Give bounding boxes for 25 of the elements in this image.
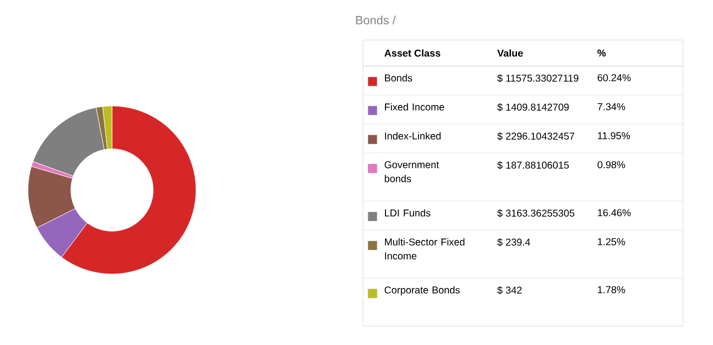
data-label: $ 239.4 <box>497 238 530 246</box>
text: 60.24% <box>598 74 631 82</box>
text: 7.34% <box>598 103 626 110</box>
legend-label: Fixed Income <box>385 103 444 111</box>
text: Value <box>497 49 523 57</box>
legend-label: Bonds <box>385 74 412 82</box>
legend-label: Corporate Bonds <box>384 286 460 296</box>
text: 11.95% <box>598 132 630 140</box>
text: % <box>597 49 606 56</box>
data-label: $ 2296.10432457 <box>497 132 574 140</box>
data-label: $ 11575.33027119 <box>497 74 578 82</box>
data-label: $ 187.88106015 <box>497 161 569 170</box>
legend-label: Multi-Sector Fixed Income <box>385 238 464 260</box>
data-label: $ 342 <box>497 286 522 294</box>
text: 0.98% <box>598 161 626 168</box>
text: 16.46% <box>598 209 631 216</box>
text: 1.78% <box>598 286 626 294</box>
legend-label: Index-Linked <box>385 132 441 140</box>
text: 1.25% <box>598 238 626 246</box>
chart-title: Bonds / <box>356 16 396 24</box>
legend-label: LDI Funds <box>385 209 430 217</box>
legend-title: Asset Class <box>384 49 440 57</box>
data-label: $ 1409.8142709 <box>497 103 569 112</box>
data-label: $ 3163.36255305 <box>497 209 574 218</box>
legend-label: Government bonds <box>384 161 439 182</box>
